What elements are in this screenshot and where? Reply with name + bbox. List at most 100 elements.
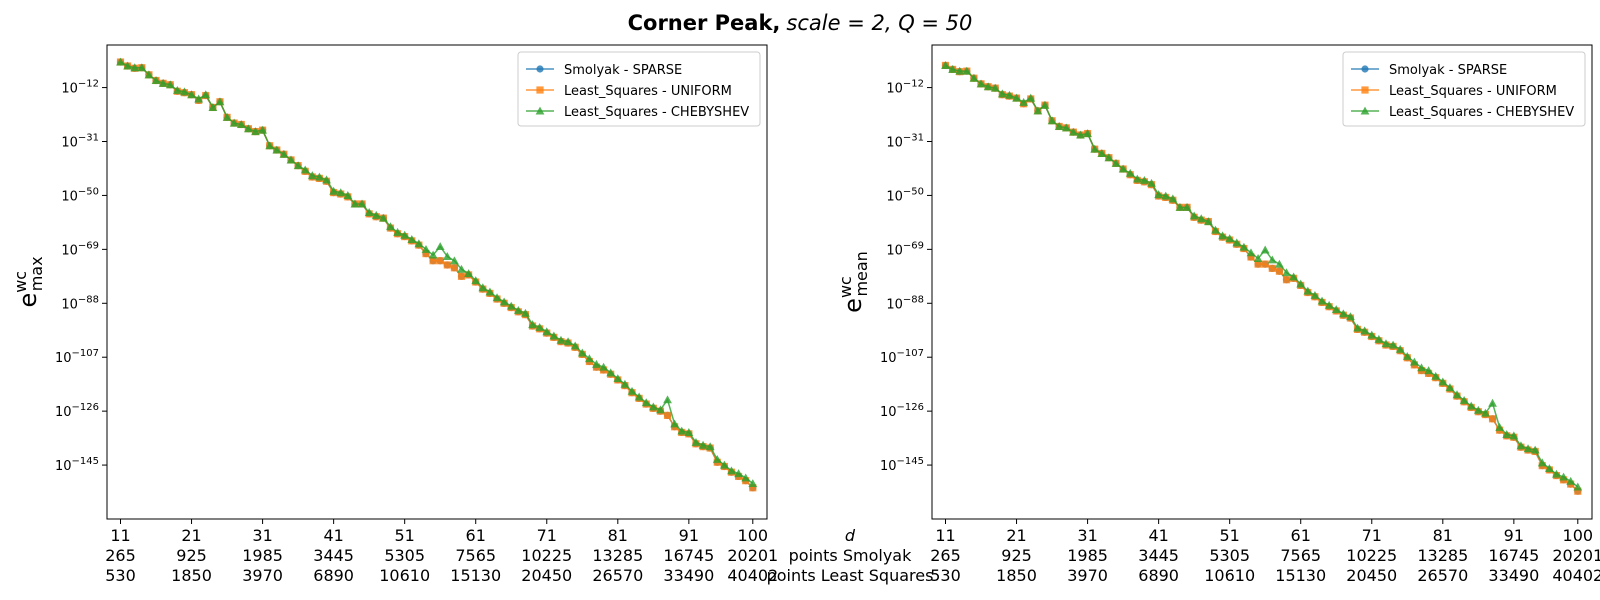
- data-point-uniform: [429, 257, 437, 265]
- xtick-label-d: 71: [1362, 526, 1382, 545]
- data-point-chebyshev: [513, 305, 523, 314]
- data-point-chebyshev: [613, 374, 623, 383]
- data-point-chebyshev: [457, 264, 466, 273]
- legend-box: [1342, 51, 1586, 127]
- xtick-label-ls: 6890: [313, 566, 354, 585]
- data-point-chebyshev: [229, 118, 239, 127]
- data-point-chebyshev: [535, 323, 545, 331]
- xtick-label-smolyak: 20201: [1552, 546, 1600, 565]
- data-point-chebyshev: [1097, 149, 1107, 157]
- data-point-chebyshev: [1232, 238, 1242, 247]
- ytick-label: 10−88: [886, 294, 924, 312]
- data-point-chebyshev: [1544, 464, 1554, 472]
- data-point-chebyshev: [336, 188, 346, 197]
- data-point-chebyshev: [1033, 106, 1043, 115]
- data-point-chebyshev: [378, 213, 388, 222]
- data-point-chebyshev: [421, 244, 431, 253]
- xtick-label-ls: 40402: [727, 566, 778, 585]
- y-axis-label: ewcmax: [11, 256, 46, 307]
- data-point-chebyshev: [386, 222, 395, 231]
- data-point-chebyshev: [300, 165, 310, 174]
- data-point-chebyshev: [634, 392, 644, 401]
- data-point-chebyshev: [1047, 116, 1057, 125]
- series-line-uniform: [945, 64, 1579, 492]
- data-point-chebyshev: [1402, 351, 1412, 360]
- legend-label-uniform: Least_Squares - UNIFORM: [1389, 84, 1557, 99]
- data-point-chebyshev: [1303, 286, 1313, 295]
- xtick-label-smolyak: 3445: [313, 546, 354, 565]
- legend-marker-uniform: [1361, 86, 1369, 94]
- subplot-mean: 10−12 10−31 10−50 10−69 10−88 10−107 10−126 10−…: [836, 44, 1600, 585]
- data-point-chebyshev: [400, 230, 410, 239]
- xtick-label-ls: 1850: [996, 566, 1037, 585]
- data-point-chebyshev: [1076, 130, 1085, 139]
- data-point-chebyshev: [251, 127, 260, 136]
- data-point-chebyshev: [158, 78, 168, 87]
- ytick-label: 10−12: [886, 79, 924, 97]
- data-point-chebyshev: [1125, 168, 1135, 177]
- legend-label-smolyak: Smolyak - SPARSE: [564, 63, 682, 78]
- data-point-chebyshev: [1111, 158, 1121, 167]
- data-point-chebyshev: [1040, 100, 1050, 109]
- xtick-label-d: 41: [323, 526, 343, 545]
- xtick-label-smolyak: 20201: [727, 546, 778, 565]
- data-point-chebyshev: [1516, 441, 1526, 450]
- data-point-chebyshev: [1246, 248, 1256, 257]
- data-point-chebyshev: [1381, 339, 1391, 348]
- data-point-chebyshev: [1239, 242, 1249, 251]
- data-point-chebyshev: [1061, 123, 1071, 132]
- xtick-label-ls: 10610: [379, 566, 430, 585]
- xtick-label-ls: 20450: [1346, 566, 1397, 585]
- data-point-chebyshev: [172, 86, 182, 94]
- xtick-label-d: 100: [738, 526, 769, 545]
- data-point-chebyshev: [215, 97, 225, 106]
- data-point-chebyshev: [1481, 408, 1490, 417]
- xtick-label-d: 91: [1504, 526, 1524, 545]
- data-point-chebyshev: [1331, 305, 1341, 314]
- xtick-label-d: 21: [181, 526, 201, 545]
- data-point-uniform: [422, 250, 430, 258]
- legend-label-chebyshev: Least_Squares - CHEBYSHEV: [1389, 105, 1574, 120]
- xtick-row-label-smolyak: points Smolyak: [789, 546, 912, 565]
- data-point-uniform: [1261, 260, 1269, 268]
- xtick-label-ls: 15130: [450, 566, 501, 585]
- axes-frame: [931, 44, 1593, 520]
- data-point-uniform: [450, 264, 459, 272]
- xtick-label-smolyak: 7565: [1280, 546, 1321, 565]
- data-point-chebyshev: [1317, 296, 1327, 305]
- data-point-chebyshev: [435, 242, 445, 251]
- data-point-chebyshev: [478, 283, 488, 292]
- legend-marker-smolyak: [536, 65, 544, 73]
- series-line-smolyak: [945, 64, 1579, 492]
- ytick-label: 10−107: [55, 348, 99, 366]
- legend-marker-uniform: [536, 86, 544, 94]
- data-point-chebyshev: [1147, 178, 1156, 187]
- xtick-label-d: 51: [1219, 526, 1239, 545]
- data-point-chebyshev: [1438, 377, 1448, 386]
- data-point-chebyshev: [1104, 153, 1114, 162]
- data-point-chebyshev: [243, 124, 253, 133]
- xtick-label-smolyak: 1985: [242, 546, 283, 565]
- xtick-label-smolyak: 16745: [663, 546, 714, 565]
- data-point-chebyshev: [549, 331, 559, 340]
- data-point-chebyshev: [521, 308, 530, 317]
- data-point-uniform: [1268, 264, 1276, 272]
- ytick-label: 10−145: [880, 456, 924, 474]
- data-point-uniform: [436, 257, 444, 265]
- xtick-label-smolyak: 10225: [521, 546, 572, 565]
- data-point-chebyshev: [1559, 472, 1568, 481]
- data-point-chebyshev: [130, 63, 140, 72]
- data-point-chebyshev: [1552, 469, 1561, 478]
- data-point-chebyshev: [393, 227, 402, 236]
- ytick-label: 10−88: [61, 294, 99, 312]
- data-point-chebyshev: [641, 398, 651, 407]
- xtick-label-d: 91: [679, 526, 699, 545]
- ytick-label: 10−50: [886, 186, 924, 204]
- xtick-label-smolyak: 5305: [1209, 546, 1250, 565]
- data-point-chebyshev: [1211, 225, 1220, 234]
- xtick-label-d: 41: [1148, 526, 1168, 545]
- data-point-chebyshev: [990, 83, 1000, 92]
- ytick-label: 10−31: [886, 133, 924, 151]
- xtick-label-smolyak: 265: [105, 546, 136, 565]
- data-point-chebyshev: [606, 368, 616, 377]
